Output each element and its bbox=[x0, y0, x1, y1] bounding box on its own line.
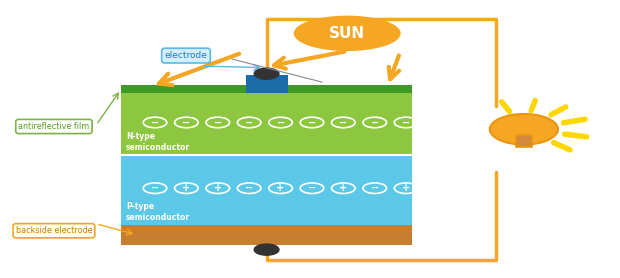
Bar bbox=[121, 93, 412, 155]
Text: −: − bbox=[308, 118, 316, 128]
Text: antireflective film: antireflective film bbox=[19, 122, 89, 131]
Text: P-type
semiconductor: P-type semiconductor bbox=[126, 202, 190, 222]
Ellipse shape bbox=[294, 16, 401, 51]
Text: −: − bbox=[214, 118, 222, 128]
Text: +: + bbox=[402, 183, 410, 193]
Text: SUN: SUN bbox=[329, 26, 365, 41]
Text: backside electrode: backside electrode bbox=[16, 226, 92, 235]
Text: −: − bbox=[308, 183, 316, 193]
Bar bbox=[121, 225, 412, 245]
Text: −: − bbox=[151, 183, 159, 193]
Text: −: − bbox=[245, 183, 253, 193]
Text: −: − bbox=[151, 118, 159, 128]
Text: −: − bbox=[245, 118, 253, 128]
Circle shape bbox=[254, 68, 279, 79]
Bar bbox=[246, 75, 288, 93]
Circle shape bbox=[490, 114, 558, 145]
Text: −: − bbox=[371, 118, 379, 128]
Circle shape bbox=[254, 244, 279, 255]
Text: −: − bbox=[277, 118, 285, 128]
Bar bbox=[121, 155, 412, 225]
Bar bbox=[516, 135, 532, 147]
Text: N-type
semiconductor: N-type semiconductor bbox=[126, 132, 190, 152]
Text: −: − bbox=[339, 118, 347, 128]
Text: electrode: electrode bbox=[164, 51, 208, 60]
Text: −: − bbox=[182, 118, 190, 128]
Bar bbox=[121, 85, 412, 93]
Text: +: + bbox=[277, 183, 285, 193]
Text: −: − bbox=[402, 118, 410, 128]
Text: +: + bbox=[214, 183, 222, 193]
Text: +: + bbox=[339, 183, 347, 193]
Text: −: − bbox=[371, 183, 379, 193]
Text: +: + bbox=[182, 183, 190, 193]
